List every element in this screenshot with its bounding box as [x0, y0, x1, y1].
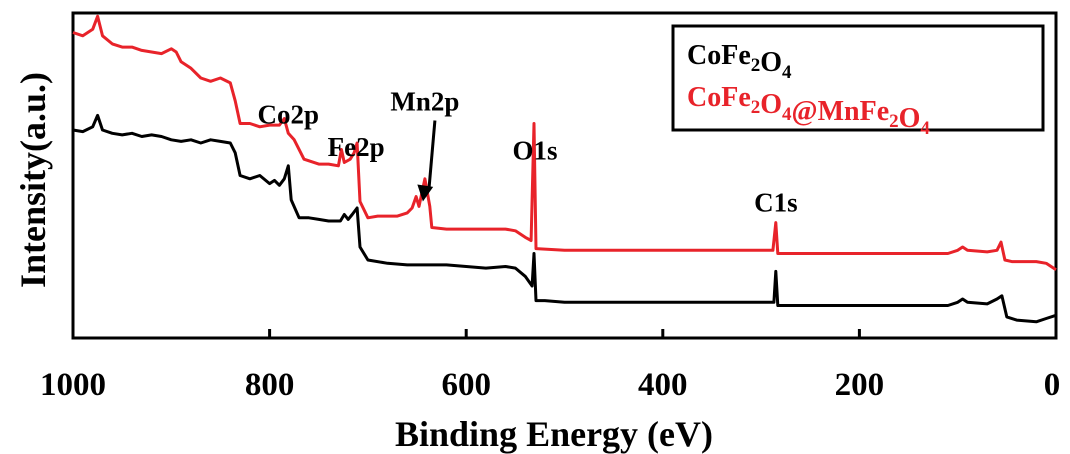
series-line-2 [72, 14, 1057, 272]
plot-frame [71, 11, 1058, 340]
peak-label: Co2p [258, 100, 320, 130]
peak-label: O1s [513, 135, 558, 165]
x-tick-label: 800 [245, 367, 295, 403]
peak-label: Mn2p [390, 87, 459, 117]
series-layer [72, 14, 1057, 324]
x-tick-label: 200 [835, 367, 885, 403]
series-line-1 [72, 113, 1057, 324]
legend-entry-2: CoFe2O4@MnFe2O4 [687, 82, 930, 139]
legend-entry-1: CoFe2O4 [687, 40, 792, 83]
legend-box [671, 24, 1045, 132]
y-axis-title: Intensity(a.u.) [13, 72, 53, 288]
arrow-line [427, 120, 437, 190]
x-tick-label: 0 [1044, 367, 1061, 403]
x-tick-label: 400 [638, 367, 688, 403]
peak-label: Fe2p [328, 132, 385, 162]
x-axis-title: Binding Energy (eV) [395, 414, 713, 454]
x-tick-label: 1000 [40, 367, 106, 403]
x-axis-ticks: 1000 800 600 400 200 0 [40, 329, 1060, 403]
peak-label: C1s [754, 187, 798, 217]
x-tick-label: 600 [441, 367, 491, 403]
arrow-head [417, 184, 434, 202]
